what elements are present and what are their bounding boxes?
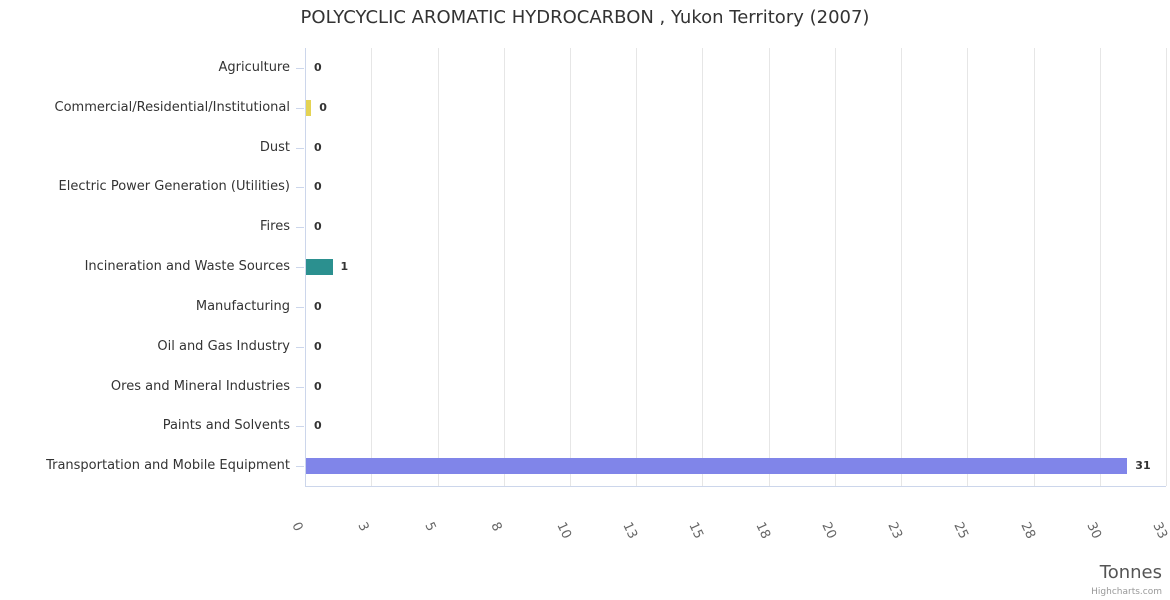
gridline <box>636 48 638 486</box>
category-label: Commercial/Residential/Institutional <box>54 99 291 115</box>
x-tick-label: 15 <box>685 520 707 542</box>
highcharts-credit[interactable]: Highcharts.com <box>1091 587 1162 597</box>
gridline <box>967 48 969 486</box>
category-label: Dust <box>259 139 290 155</box>
x-tick-label: 8 <box>487 520 505 534</box>
bar-value-label: 0 <box>314 220 322 234</box>
x-tick-label: 23 <box>884 520 906 542</box>
bar-value-label: 0 <box>314 140 322 154</box>
gridline <box>1033 48 1035 486</box>
x-tick-label: 30 <box>1083 520 1104 542</box>
x-tick-label: 3 <box>354 520 372 534</box>
y-axis-line <box>305 48 306 486</box>
x-tick-label: 28 <box>1016 520 1038 542</box>
bar-value-label: 0 <box>314 339 322 353</box>
bar-value-label: 31 <box>1135 459 1151 473</box>
x-tick-label: 33 <box>1149 520 1170 542</box>
bar-value-label: 0 <box>314 379 322 393</box>
category-label: Fires <box>260 219 290 235</box>
x-axis-line <box>305 486 1166 487</box>
category-tick <box>296 386 304 388</box>
bar-value-label: 0 <box>314 419 322 433</box>
chart-title: POLYCYCLIC AROMATIC HYDROCARBON , Yukon … <box>300 7 870 28</box>
bar[interactable] <box>306 259 333 275</box>
gridline <box>503 48 505 486</box>
gridline <box>768 48 770 486</box>
category-tick <box>296 67 304 69</box>
category-tick <box>296 147 304 149</box>
x-tick-label: 10 <box>553 520 574 542</box>
bar-value-label: 0 <box>319 100 327 114</box>
x-tick-label: 18 <box>751 520 773 542</box>
gridline <box>371 48 373 486</box>
bar-value-label: 0 <box>314 180 322 194</box>
category-label: Electric Power Generation (Utilities) <box>58 179 290 195</box>
category-label: Ores and Mineral Industries <box>110 378 290 394</box>
x-tick-label: 20 <box>818 520 839 542</box>
category-label: Transportation and Mobile Equipment <box>46 458 290 474</box>
category-tick <box>296 346 304 348</box>
bar-value-label: 0 <box>314 299 322 313</box>
category-label: Oil and Gas Industry <box>157 338 290 354</box>
bar-value-label: 0 <box>314 60 322 74</box>
bar[interactable] <box>306 99 312 116</box>
category-tick <box>296 426 304 428</box>
category-tick <box>296 107 304 109</box>
x-tick-label: 5 <box>420 520 438 534</box>
gridline <box>569 48 571 486</box>
gridline <box>702 48 704 486</box>
category-tick <box>296 466 304 468</box>
category-tick <box>296 267 304 268</box>
bar-value-label: 1 <box>340 260 349 273</box>
category-tick <box>296 187 304 189</box>
x-axis-title: Tonnes <box>1099 562 1162 583</box>
category-tick <box>296 306 304 308</box>
category-label: Incineration and Waste Sources <box>84 259 290 274</box>
x-tick-label: 13 <box>619 520 641 542</box>
x-tick-label: 0 <box>288 520 306 534</box>
x-tick-label: 25 <box>950 520 972 542</box>
category-label: Manufacturing <box>195 298 290 314</box>
bar[interactable] <box>306 458 1128 475</box>
category-tick <box>296 227 304 229</box>
gridline <box>437 48 439 486</box>
category-label: Paints and Solvents <box>162 418 290 434</box>
category-label: Agriculture <box>218 59 291 75</box>
gridline <box>901 48 903 486</box>
gridline <box>1099 48 1101 486</box>
gridline <box>1166 48 1167 486</box>
gridline <box>834 48 836 486</box>
